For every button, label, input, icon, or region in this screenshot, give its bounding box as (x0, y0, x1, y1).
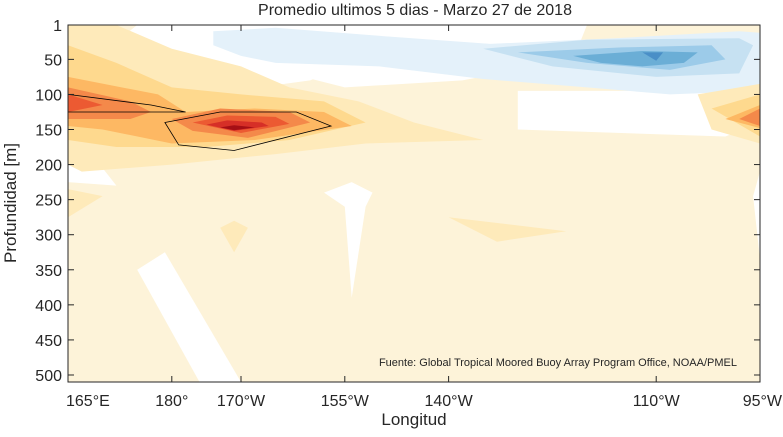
y-tick-label-8: 400 (35, 298, 62, 315)
y-tick-label-2: 100 (35, 87, 62, 104)
x-tick-label-0: 165°E (66, 393, 110, 410)
contour-region-24 (739, 108, 760, 126)
y-tick-label-7: 350 (35, 263, 62, 280)
contour-region-14 (448, 217, 567, 242)
contour-region-22 (68, 87, 151, 119)
contour-region-11 (573, 51, 698, 67)
contour-region-25 (68, 94, 103, 112)
source-note: Fuente: Global Tropical Moored Buoy Arra… (379, 357, 737, 369)
y-tick-label-1: 50 (44, 52, 62, 69)
y-tick-label-9: 450 (35, 333, 62, 350)
contour-region-4 (137, 252, 241, 382)
contour-region-28 (220, 125, 255, 131)
contour-region-16 (68, 189, 103, 218)
x-tick-label-5: 110°W (633, 393, 681, 410)
contour-line-1 (164, 111, 333, 151)
x-tick-label-6: 95°W (743, 393, 783, 410)
y-tick-label-3: 150 (35, 123, 62, 140)
y-axis-label: Profundidad [m] (1, 143, 20, 263)
contour-region-5 (324, 182, 373, 298)
y-tick-label-10: 500 (35, 368, 62, 385)
y-tick-label-6: 300 (35, 228, 62, 245)
contour-line-0 (68, 93, 186, 113)
y-tick-label-0: 1 (53, 18, 62, 35)
x-axis-label: Longitud (381, 410, 446, 429)
contour-line-layer (68, 93, 333, 151)
x-tick-label-1: 180° (155, 393, 188, 410)
contour-region-12 (642, 52, 664, 61)
x-tick-label-4: 140°W (424, 393, 473, 410)
contour-fill-layer (68, 25, 760, 382)
contour-region-27 (206, 120, 269, 131)
y-tick-label-5: 250 (35, 193, 62, 210)
plot-frame (67, 24, 761, 383)
contour-region-15 (220, 220, 248, 253)
x-tick-label-2: 170°W (217, 393, 266, 410)
x-axis: 165°E 180° 170°W 155°W 140°W 110°W 95°W (66, 25, 783, 410)
y-tick-label-4: 200 (35, 158, 62, 175)
contour-region-6 (753, 171, 760, 260)
x-tick-label-3: 155°W (321, 393, 370, 410)
chart-title: Promedio ultimos 5 dias - Marzo 27 de 20… (258, 2, 572, 19)
